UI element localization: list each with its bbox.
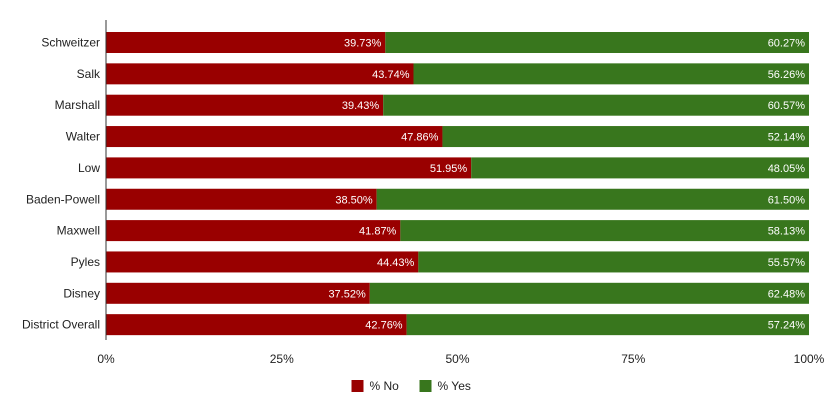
data-label-no-baden-powell: 38.50% — [335, 194, 373, 206]
bars-group: 39.73% 60.27% 43.74% 56.26% 39.43% 60.57% 47.8… — [106, 32, 809, 336]
data-label-yes-maxwell: 58.13% — [768, 226, 806, 238]
bar-no-marshall — [106, 94, 384, 116]
category-label-marshall: Marshall — [55, 98, 100, 112]
data-label-yes-disney: 62.48% — [768, 288, 806, 300]
bar-no-maxwell — [106, 220, 401, 242]
category-label-pyles: Pyles — [71, 255, 100, 269]
data-label-yes-low: 48.05% — [768, 163, 806, 175]
data-label-yes-pyles: 55.57% — [768, 257, 806, 269]
category-label-baden-powell: Baden-Powell — [26, 192, 100, 206]
data-label-no-low: 51.95% — [430, 163, 468, 175]
bar-yes-disney — [369, 282, 809, 304]
bar-no-baden-powell — [106, 188, 377, 210]
category-label-maxwell: Maxwell — [57, 224, 100, 238]
data-label-yes-baden-powell: 61.50% — [768, 194, 806, 206]
bar-yes-maxwell — [400, 220, 809, 242]
data-label-yes-marshall: 60.57% — [768, 100, 806, 112]
category-label-district-overall: District Overall — [22, 318, 100, 332]
data-label-no-marshall: 39.43% — [342, 100, 380, 112]
x-tick-label-50: 50% — [445, 352, 469, 366]
x-tick-label-100: 100% — [794, 352, 825, 366]
legend-swatch-yes — [419, 380, 432, 392]
category-label-low: Low — [78, 161, 100, 175]
x-tick-label-75: 75% — [621, 352, 645, 366]
category-label-disney: Disney — [63, 286, 100, 300]
bar-yes-salk — [413, 63, 809, 85]
bar-yes-marshall — [383, 94, 809, 116]
data-label-yes-walter: 52.14% — [768, 132, 806, 144]
category-label-walter: Walter — [66, 130, 100, 144]
x-tick-labels: 0% 25% 50% 75% 100% — [97, 352, 824, 366]
bar-yes-schweitzer — [385, 32, 809, 53]
x-tick-label-0: 0% — [97, 352, 115, 366]
bar-yes-walter — [442, 126, 809, 148]
legend-label-yes: % Yes — [438, 379, 471, 393]
data-label-yes-salk: 56.26% — [768, 69, 806, 81]
data-label-no-district-overall: 42.76% — [365, 320, 403, 332]
data-label-no-schweitzer: 39.73% — [344, 38, 382, 50]
data-label-no-maxwell: 41.87% — [359, 226, 397, 238]
bar-no-walter — [106, 126, 443, 148]
data-label-no-pyles: 44.43% — [377, 257, 415, 269]
bar-no-disney — [106, 282, 370, 304]
bar-yes-baden-powell — [376, 188, 809, 210]
category-labels: Schweitzer Salk Marshall Walter Low Baden-Pow… — [22, 36, 101, 332]
bar-yes-low — [471, 157, 809, 179]
category-label-schweitzer: Schweitzer — [41, 36, 100, 50]
bar-no-pyles — [106, 251, 419, 273]
data-label-no-salk: 43.74% — [372, 69, 410, 81]
bar-no-low — [106, 157, 472, 179]
data-label-yes-district-overall: 57.24% — [768, 320, 806, 332]
bar-no-salk — [106, 63, 414, 85]
data-label-no-walter: 47.86% — [401, 132, 439, 144]
legend: % No % Yes — [351, 379, 471, 393]
legend-swatch-no — [351, 380, 364, 392]
x-tick-label-25: 25% — [270, 352, 294, 366]
category-label-salk: Salk — [77, 67, 101, 81]
legend-label-no: % No — [370, 379, 400, 393]
bar-no-schweitzer — [106, 32, 386, 53]
data-label-no-disney: 37.52% — [328, 288, 366, 300]
bar-yes-district-overall — [406, 314, 809, 336]
data-label-yes-schweitzer: 60.27% — [768, 38, 806, 50]
bar-no-district-overall — [106, 314, 407, 336]
bar-yes-pyles — [418, 251, 809, 273]
